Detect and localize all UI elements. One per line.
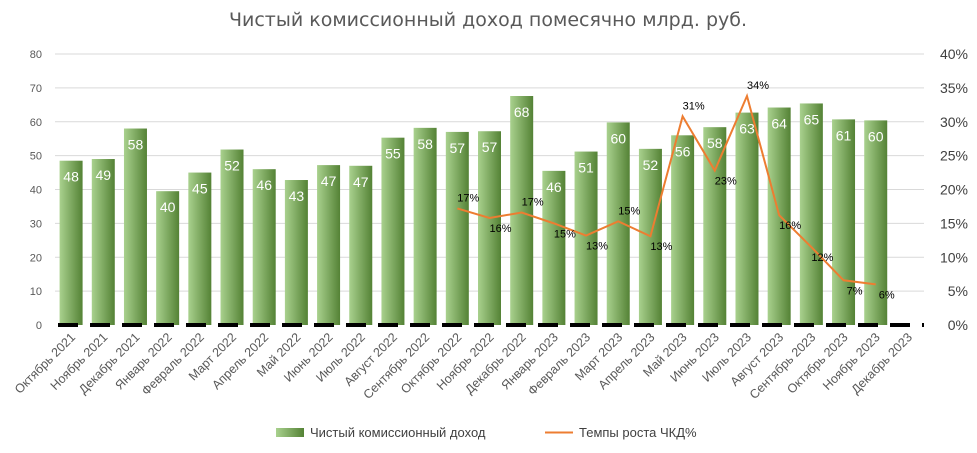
left-tick-label: 80 <box>30 49 42 61</box>
bar-value-label: 47 <box>353 174 369 190</box>
growth-value-label: 34% <box>747 80 769 92</box>
growth-value-label: 13% <box>586 241 608 253</box>
bar <box>799 103 823 326</box>
left-tick-label: 0 <box>36 320 42 332</box>
bar <box>542 170 566 325</box>
bar <box>478 131 501 325</box>
bar-value-label: 51 <box>578 160 594 176</box>
right-tick-label: 35% <box>940 80 968 96</box>
bar-value-label: 64 <box>771 116 787 132</box>
left-tick-label: 20 <box>30 252 42 264</box>
bar <box>59 160 83 325</box>
right-tick-label: 0% <box>948 317 968 333</box>
bar <box>703 127 727 325</box>
left-tick-label: 30 <box>30 218 42 230</box>
legend-line-label: Темпы роста ЧКД% <box>579 425 697 440</box>
bar <box>574 151 598 325</box>
left-tick-label: 70 <box>30 83 42 95</box>
bar <box>252 169 276 325</box>
bar-value-label: 58 <box>128 137 144 153</box>
bar <box>671 135 695 325</box>
legend-bar-label: Чистый комиссионный доход <box>310 425 486 440</box>
bar-value-label: 63 <box>739 121 755 137</box>
bar-value-label: 58 <box>707 135 723 151</box>
right-tick-label: 15% <box>940 215 968 231</box>
bar-value-label: 61 <box>836 127 852 143</box>
bar-value-label: 58 <box>417 136 433 152</box>
growth-value-label: 12% <box>811 252 833 264</box>
left-tick-label: 40 <box>30 185 42 197</box>
growth-value-label: 7% <box>847 285 863 297</box>
growth-line-series: 17% 16% 17% 15% 13% 15% 13% 31% 23% 34% 16% 12% 7% 6% <box>457 80 895 301</box>
growth-value-label: 15% <box>554 228 576 240</box>
left-y-axis: 0 10 20 30 40 50 60 70 80 <box>30 49 42 332</box>
growth-value-label: 13% <box>650 241 672 253</box>
chart-title: Чистый комиссионный доход помесячно млрд… <box>229 9 747 31</box>
bar <box>156 191 180 325</box>
legend: Чистый комиссионный доход Темпы роста ЧК… <box>276 425 697 440</box>
bar-value-label: 55 <box>385 146 401 162</box>
bar <box>220 149 244 325</box>
right-y-axis: 0% 5% 10% 15% 20% 25% 30% 35% 40% <box>940 46 968 333</box>
bar-value-label: 57 <box>482 139 498 155</box>
bar-value-label: 49 <box>95 167 111 183</box>
growth-value-label: 17% <box>522 197 544 209</box>
bar <box>188 172 212 325</box>
right-tick-label: 40% <box>940 46 968 62</box>
left-tick-label: 10 <box>30 286 42 298</box>
bar <box>510 96 534 325</box>
bar-value-label: 43 <box>289 188 305 204</box>
bar-value-label: 52 <box>224 158 240 174</box>
growth-value-label: 16% <box>489 223 511 235</box>
bar-value-label: 65 <box>804 111 820 127</box>
growth-value-label: 23% <box>715 176 737 188</box>
bar-value-label: 52 <box>643 157 659 173</box>
bar <box>445 131 469 325</box>
bar <box>413 127 437 325</box>
right-tick-label: 20% <box>940 182 968 198</box>
bar <box>735 112 759 325</box>
right-tick-label: 5% <box>948 283 968 299</box>
growth-value-label: 16% <box>779 220 801 232</box>
growth-value-label: 15% <box>618 205 640 217</box>
bar <box>284 180 308 325</box>
bar-value-label: 46 <box>546 179 562 195</box>
bar-value-label: 57 <box>450 140 466 156</box>
left-tick-label: 50 <box>30 151 42 163</box>
bar-value-label: 40 <box>160 199 176 215</box>
growth-value-label: 17% <box>457 192 479 204</box>
bar-value-label: 48 <box>63 169 79 185</box>
bar <box>317 165 341 325</box>
right-tick-label: 10% <box>940 249 968 265</box>
bar <box>349 165 373 325</box>
bar <box>606 122 630 326</box>
bar-value-label: 60 <box>868 128 884 144</box>
bar-value-label: 68 <box>514 104 530 120</box>
bar-value-label: 56 <box>675 143 691 159</box>
right-tick-label: 30% <box>940 114 968 130</box>
growth-line <box>457 92 876 286</box>
left-tick-label: 60 <box>30 117 42 129</box>
legend-bar-swatch <box>276 428 304 437</box>
bar-value-label: 60 <box>610 130 626 146</box>
growth-value-label: 31% <box>683 100 705 112</box>
bar <box>381 137 405 325</box>
bar-value-label: 46 <box>256 177 272 193</box>
right-tick-label: 25% <box>940 148 968 164</box>
growth-value-label: 6% <box>879 289 895 301</box>
bar <box>123 128 147 325</box>
bar <box>91 159 115 325</box>
bar <box>864 120 888 326</box>
bar-value-label: 47 <box>321 173 337 189</box>
bar-value-label: 45 <box>192 181 208 197</box>
